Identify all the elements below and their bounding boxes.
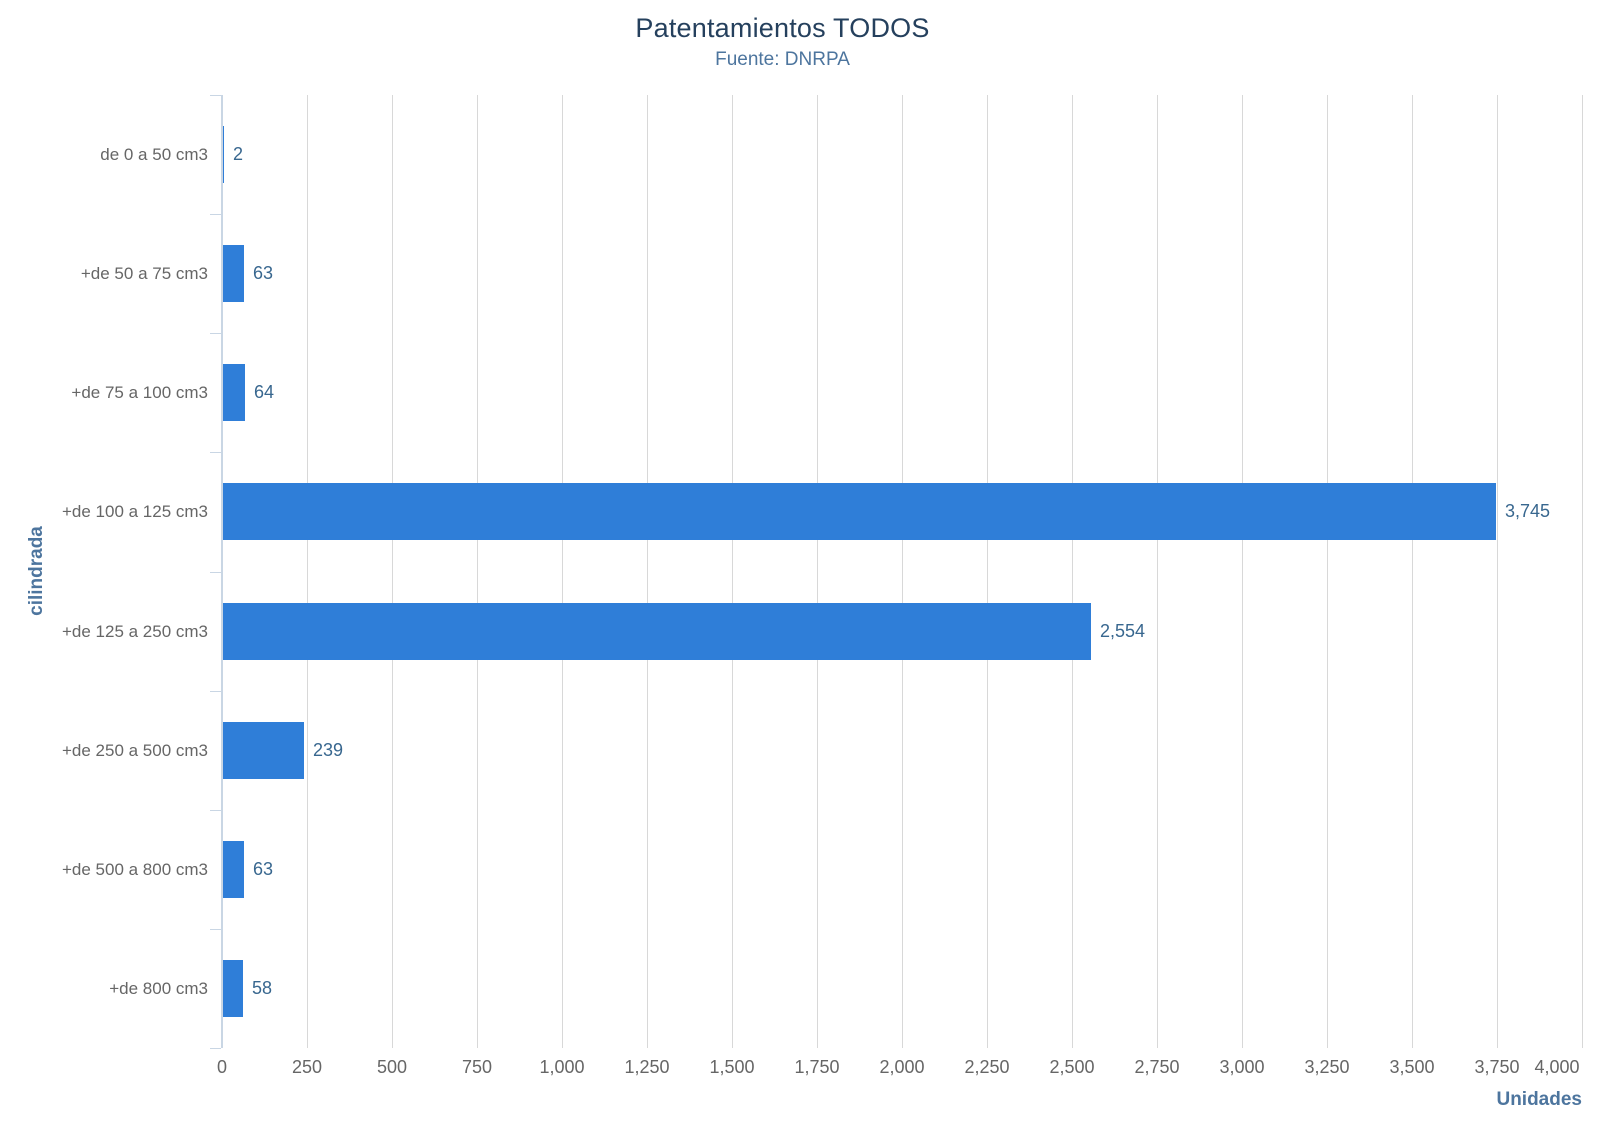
- category-label: +de 100 a 125 cm3: [61, 501, 208, 521]
- value-label: 63: [253, 263, 274, 284]
- chart-row: +de 500 a 800 cm3 63: [0, 810, 1600, 929]
- chart-row: de 0 a 50 cm3 2: [0, 95, 1600, 214]
- category-boundary-tick: [210, 1048, 221, 1049]
- x-tick-label: 2,500: [1049, 1057, 1095, 1077]
- gridline: [562, 95, 563, 1048]
- bar[interactable]: [223, 603, 1091, 660]
- category-label: +de 500 a 800 cm3: [61, 859, 208, 879]
- bar[interactable]: [223, 245, 244, 302]
- category-axis-line: [221, 95, 223, 1048]
- gridline: [1412, 95, 1413, 1048]
- gridline: [1497, 95, 1498, 1048]
- bar[interactable]: [223, 126, 224, 183]
- bars-layer: de 0 a 50 cm3 2 +de 50 a 75 cm3 63 +de 75 a …: [0, 95, 1600, 1048]
- gridline: [1582, 95, 1583, 1048]
- plot-area: [222, 95, 1583, 1048]
- chart-row: +de 75 a 100 cm3 64: [0, 333, 1600, 452]
- x-tick-label: 1,250: [624, 1057, 670, 1077]
- x-tick-label: 250: [291, 1057, 323, 1077]
- category-boundary-tick: [210, 452, 221, 453]
- category-label: +de 75 a 100 cm3: [71, 382, 208, 402]
- x-tick-label: 2,750: [1134, 1057, 1180, 1077]
- chart-row: +de 250 a 500 cm3 239: [0, 691, 1600, 810]
- x-tick-label: 0: [216, 1057, 228, 1077]
- value-label: 2,554: [1100, 621, 1146, 642]
- gridline: [1157, 95, 1158, 1048]
- gridline: [477, 95, 478, 1048]
- x-tick-label: 3,750: [1474, 1057, 1520, 1077]
- value-label: 63: [253, 859, 274, 880]
- bar[interactable]: [223, 722, 304, 779]
- category-boundary-tick: [210, 691, 221, 692]
- bar[interactable]: [223, 483, 1496, 540]
- x-tick-label: 3,500: [1389, 1057, 1435, 1077]
- value-label: 3,745: [1505, 501, 1551, 522]
- bar[interactable]: [223, 364, 245, 421]
- gridline: [817, 95, 818, 1048]
- x-tick-label: 3,000: [1219, 1057, 1265, 1077]
- gridline: [647, 95, 648, 1048]
- chart-row: +de 125 a 250 cm3 2,554: [0, 572, 1600, 691]
- gridline: [1327, 95, 1328, 1048]
- x-tick-label: 1,000: [539, 1057, 585, 1077]
- value-label: 64: [254, 382, 275, 403]
- x-axis-title: Unidades: [1496, 1089, 1582, 1110]
- value-label: 239: [313, 740, 344, 761]
- chart-row: +de 100 a 125 cm3 3,745: [0, 452, 1600, 571]
- gridline: [1072, 95, 1073, 1048]
- chart-row: +de 50 a 75 cm3 63: [0, 214, 1600, 333]
- category-boundary-tick: [210, 810, 221, 811]
- category-boundary-tick: [210, 333, 221, 334]
- y-axis-title: cilindrada: [26, 526, 47, 616]
- category-boundary-tick: [210, 214, 221, 215]
- gridline: [392, 95, 393, 1048]
- x-tick-label: 500: [376, 1057, 408, 1077]
- x-tick-label: 1,750: [794, 1057, 840, 1077]
- chart-row: +de 800 cm3 58: [0, 929, 1600, 1048]
- chart-subtitle: Fuente: DNRPA: [715, 49, 850, 70]
- category-label: +de 50 a 75 cm3: [80, 263, 208, 283]
- category-boundary-tick: [210, 572, 221, 573]
- category-label: +de 250 a 500 cm3: [61, 740, 208, 760]
- gridline: [987, 95, 988, 1048]
- x-tick-label: 1,500: [709, 1057, 755, 1077]
- bar[interactable]: [223, 960, 243, 1017]
- category-label: +de 125 a 250 cm3: [61, 621, 208, 641]
- x-tick-label: 4,000: [1534, 1057, 1580, 1077]
- gridline: [732, 95, 733, 1048]
- category-label: +de 800 cm3: [109, 978, 208, 998]
- category-boundary-tick: [210, 95, 221, 96]
- category-boundary-tick: [210, 929, 221, 930]
- gridline: [902, 95, 903, 1048]
- x-tick-label: 2,000: [879, 1057, 925, 1077]
- value-label: 2: [233, 144, 244, 165]
- gridline: [1242, 95, 1243, 1048]
- value-label: 58: [252, 978, 273, 999]
- x-tick-label: 3,250: [1304, 1057, 1350, 1077]
- x-tick-label: 2,250: [964, 1057, 1010, 1077]
- x-tick-label: 750: [461, 1057, 493, 1077]
- gridline: [307, 95, 308, 1048]
- bar[interactable]: [223, 841, 244, 898]
- chart-title: Patentamientos TODOS: [635, 13, 930, 43]
- category-label: de 0 a 50 cm3: [100, 144, 208, 164]
